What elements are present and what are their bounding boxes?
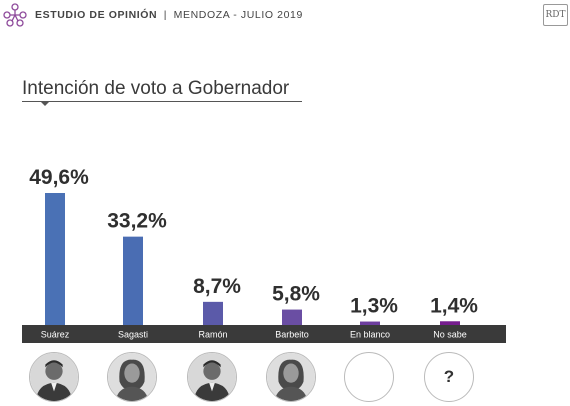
bar-2 [203,301,223,325]
value-label-5: 1,4% [430,294,478,317]
study-header: ESTUDIO DE OPINIÓN | MENDOZA - JULIO 201… [35,9,303,21]
man-portrait-icon [188,353,236,401]
avatar-5: ? [424,352,474,402]
value-label-0: 49,6% [29,166,89,189]
value-label-2: 8,7% [193,275,241,298]
vote-intention-chart: 49,6% Suárez 33,2% Sagasti 8,7% Ramón 5,8% Barb… [22,166,506,343]
bar-4 [360,321,380,325]
avatar-1 [107,352,157,402]
bar-3 [282,309,302,325]
category-label-1: Sagasti [118,330,148,340]
title-caret-icon [40,101,50,106]
value-label-3: 5,8% [272,283,320,306]
avatar-0 [29,352,79,402]
value-label-1: 33,2% [107,210,167,233]
category-label-0: Suárez [41,330,70,340]
avatar-2 [187,352,237,402]
category-label-2: Ramón [198,330,227,340]
rdt-logo: RDT [543,4,568,26]
bar-1 [123,236,143,325]
value-label-4: 1,3% [350,295,398,318]
page-header: ESTUDIO DE OPINIÓN | MENDOZA - JULIO 201… [0,0,570,32]
category-label-5: No sabe [433,330,467,340]
empty-circle-icon [345,353,393,401]
header-separator: | [163,9,168,21]
category-label-4: En blanco [350,330,390,340]
question-mark-icon: ? [443,367,455,386]
woman-portrait-icon [108,353,156,401]
category-strip [22,325,506,343]
title-underline [22,101,302,102]
avatar-3 [266,352,316,402]
study-title: ESTUDIO DE OPINIÓN [35,9,158,21]
people-network-icon [3,3,27,27]
avatar-4 [344,352,394,402]
man-portrait-icon [30,353,78,401]
study-subtitle: MENDOZA - JULIO 2019 [173,9,303,21]
bar-5 [440,321,460,325]
bar-0 [45,193,65,325]
woman-portrait-icon [267,353,315,401]
category-label-3: Barbeito [275,330,309,340]
chart-title: Intención de voto a Gobernador [22,78,290,99]
